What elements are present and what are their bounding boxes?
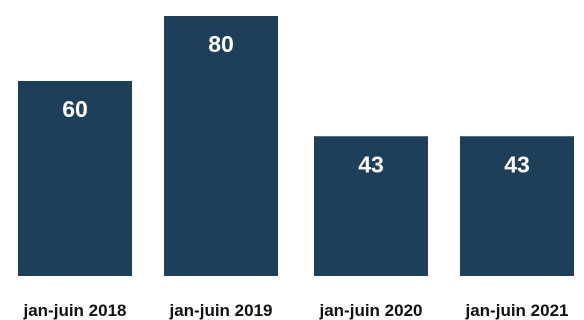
data-label-1: 60 — [62, 96, 88, 122]
x-tick-label-2: jan-juin 2019 — [169, 301, 273, 320]
x-tick-label-1: jan-juin 2018 — [23, 301, 127, 320]
x-tick-label-3: jan-juin 2020 — [319, 301, 423, 320]
bar-1 — [18, 81, 132, 276]
data-labels-group: 60 80 43 43 — [62, 31, 530, 177]
bar-2 — [164, 16, 278, 276]
data-label-3: 43 — [358, 151, 384, 177]
bar-3 — [314, 136, 428, 276]
bars-group — [18, 16, 574, 276]
data-label-4: 43 — [504, 151, 530, 177]
bar-4 — [460, 136, 574, 276]
x-tick-label-4: jan-juin 2021 — [465, 301, 569, 320]
data-label-2: 80 — [208, 31, 234, 57]
x-ticks-group: jan-juin 2018 jan-juin 2019 jan-juin 2020 j… — [23, 301, 569, 320]
